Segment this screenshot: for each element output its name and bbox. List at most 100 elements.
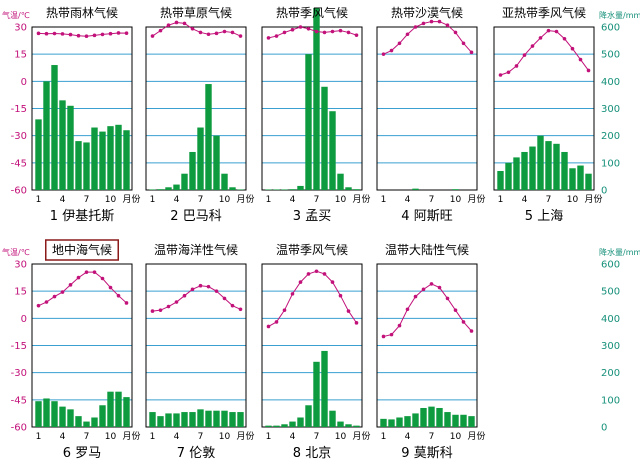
temperature-point	[158, 308, 163, 312]
precipitation-bar	[107, 126, 114, 190]
month-unit-label: 月份	[468, 430, 486, 442]
plot-frame	[261, 26, 363, 191]
temperature-point	[290, 292, 295, 296]
precipitation-bar	[51, 65, 58, 190]
temperature-point	[522, 53, 527, 57]
precipitation-bar	[43, 398, 50, 427]
temperature-point	[445, 296, 450, 301]
temperature-point	[298, 280, 303, 284]
temperature-tick-label: -60	[11, 186, 27, 197]
temperature-point	[198, 283, 203, 288]
month-tick-label: 1	[150, 432, 156, 442]
precipitation-bar	[99, 405, 106, 427]
temperature-point	[314, 29, 319, 34]
temperature-point	[84, 34, 89, 39]
precipitation-tick-label: 200	[601, 131, 620, 142]
temperature-point	[166, 304, 171, 309]
precipitation-bar	[197, 409, 204, 427]
precipitation-bar	[157, 189, 164, 190]
temperature-point	[570, 46, 575, 51]
temperature-line	[500, 30, 589, 76]
precipitation-tick-label: 600	[601, 23, 620, 34]
temperature-point	[405, 32, 410, 37]
temperature-point	[453, 30, 458, 35]
temperature-line	[152, 21, 241, 37]
temperature-point	[506, 70, 511, 75]
precipitation-bar	[189, 151, 196, 190]
month-tick-label: 7	[84, 432, 90, 442]
precipitation-bar	[497, 170, 504, 190]
precipitation-axis-label: 降水量/mm	[599, 247, 640, 257]
month-tick-label: 4	[60, 432, 66, 442]
climate-chart-9: 1 4 7 10 月份 温带大陆性气候 9 莫斯科	[376, 242, 486, 461]
temperature-point	[206, 32, 211, 37]
precipitation-bar	[99, 131, 106, 190]
precipitation-bar	[35, 119, 42, 190]
precipitation-bar	[505, 162, 512, 190]
month-tick-label: 10	[450, 195, 462, 205]
temperature-point	[100, 32, 105, 37]
precipitation-bar	[265, 189, 272, 190]
month-tick-label: 1	[266, 195, 272, 205]
precipitation-bar	[273, 425, 280, 427]
precipitation-tick-label: 300	[601, 341, 620, 352]
precipitation-bar	[297, 185, 304, 190]
climate-chart-2: 1 4 7 10 月份 热带草原气候 2 巴马科	[145, 5, 255, 224]
precipitation-bar	[75, 416, 82, 427]
precipitation-bar	[221, 410, 228, 427]
temperature-point	[108, 285, 113, 290]
chart-title: 热带雨林气候	[46, 5, 118, 20]
precipitation-bar	[67, 409, 74, 427]
chart-caption: 4 阿斯旺	[401, 209, 452, 224]
temperature-point	[266, 324, 271, 329]
month-tick-label: 1	[150, 195, 156, 205]
precipitation-bar	[35, 401, 42, 427]
precipitation-bar	[337, 173, 344, 190]
temperature-point	[174, 20, 179, 25]
chart-caption: 5 上海	[525, 209, 563, 224]
precipitation-bar	[412, 413, 419, 427]
temperature-point	[445, 23, 450, 27]
precipitation-bar	[561, 151, 568, 190]
month-tick-label: 10	[567, 195, 579, 205]
temperature-point	[429, 282, 434, 286]
precipitation-bar	[237, 412, 244, 427]
temperature-axis-1: 30 15 0 -15 -30 -45 -60 气温/℃	[2, 10, 30, 197]
month-tick-label: 1	[381, 432, 387, 442]
precipitation-bar	[189, 412, 196, 427]
climate-chart-3: 1 4 7 10 月份 热带季风气候 3 孟买	[261, 5, 371, 224]
temperature-point	[437, 285, 442, 290]
temperature-point	[330, 29, 335, 34]
temperature-point	[274, 34, 279, 38]
temperature-point	[397, 41, 402, 46]
temperature-point	[405, 307, 410, 312]
temperature-tick-label: 0	[21, 77, 27, 88]
month-tick-label: 7	[314, 432, 320, 442]
temperature-point	[182, 21, 187, 26]
month-tick-label: 7	[84, 195, 90, 205]
temperature-tick-label: -45	[11, 158, 27, 169]
temperature-point	[230, 30, 235, 35]
precipitation-bar	[149, 412, 156, 427]
precipitation-bar	[273, 189, 280, 190]
month-unit-label: 月份	[468, 193, 486, 205]
precipitation-axis-2: 600 500 400 300 200 100 0 降水量/mm	[599, 247, 640, 434]
temperature-point	[222, 296, 227, 301]
temperature-point	[421, 287, 426, 292]
precipitation-bar	[428, 406, 435, 427]
precipitation-bar	[452, 189, 459, 190]
month-tick-label: 7	[314, 195, 320, 205]
precipitation-bar	[221, 173, 228, 190]
chart-title: 温带海洋性气候	[154, 242, 238, 257]
chart-title: 温带季风气候	[276, 242, 348, 257]
temperature-point	[546, 28, 551, 33]
temperature-point	[381, 334, 386, 339]
precipitation-bar	[281, 424, 288, 427]
temperature-point	[60, 32, 65, 36]
temperature-point	[469, 50, 474, 55]
temperature-point	[413, 25, 418, 29]
precipitation-bar	[577, 165, 584, 190]
precipitation-bar	[321, 86, 328, 190]
precipitation-bar	[281, 189, 288, 190]
precipitation-bar	[123, 130, 130, 190]
